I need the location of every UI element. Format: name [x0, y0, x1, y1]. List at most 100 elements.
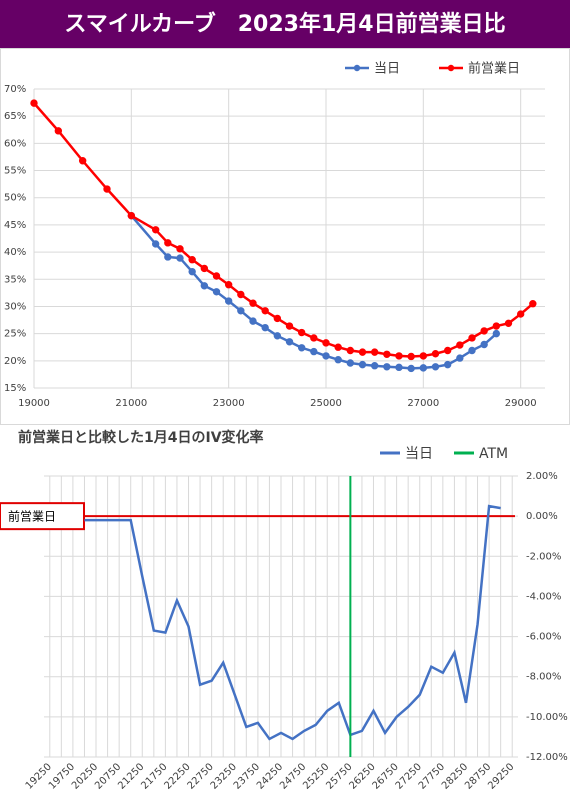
y-tick-label: -6.00% — [526, 632, 561, 643]
marker — [224, 297, 233, 305]
legend-label: ATM — [479, 446, 508, 462]
marker — [103, 185, 111, 193]
marker — [237, 307, 245, 315]
marker — [346, 359, 355, 367]
marker — [492, 322, 501, 330]
marker — [419, 352, 428, 360]
reference-label-box — [0, 502, 85, 531]
marker — [127, 211, 136, 220]
y-tick-label: 50% — [4, 193, 26, 204]
marker — [346, 346, 355, 355]
marker — [176, 245, 184, 253]
y-tick-label: 20% — [4, 356, 26, 367]
marker — [212, 272, 221, 280]
y-tick-label: 65% — [4, 111, 26, 122]
marker — [261, 307, 269, 315]
chart-frame — [0, 48, 570, 425]
marker — [358, 348, 367, 356]
header-title: スマイルカーブ 2023年1月4日前営業日比 — [64, 11, 505, 37]
marker — [529, 300, 537, 308]
y-tick-label: 70% — [4, 84, 26, 95]
marker — [188, 256, 196, 264]
marker — [383, 350, 391, 358]
x-tick-label: 27000 — [407, 398, 439, 409]
y-tick-label: -12.00% — [526, 752, 568, 763]
marker — [151, 240, 160, 248]
marker — [383, 363, 391, 371]
marker — [200, 264, 209, 273]
y-tick-label: 2.00% — [526, 471, 558, 482]
x-tick-label: 29000 — [505, 398, 537, 409]
marker — [516, 310, 525, 318]
marker — [151, 226, 160, 234]
legend-marker — [447, 64, 455, 72]
marker — [249, 317, 257, 325]
marker — [492, 329, 501, 338]
marker — [480, 340, 488, 349]
marker — [310, 347, 318, 356]
marker — [54, 127, 63, 135]
marker — [431, 363, 440, 371]
y-tick-label: 25% — [4, 329, 26, 340]
y-tick-label: -10.00% — [526, 712, 568, 723]
marker — [322, 339, 330, 347]
marker — [334, 343, 342, 351]
y-tick-label: 15% — [4, 383, 26, 394]
marker — [407, 352, 415, 361]
marker — [468, 346, 476, 355]
x-tick-label: 25000 — [310, 398, 342, 409]
marker — [395, 352, 403, 360]
marker — [322, 352, 330, 360]
marker — [456, 354, 464, 362]
marker — [78, 157, 87, 165]
marker — [480, 327, 488, 335]
legend-marker — [353, 64, 361, 72]
marker — [212, 288, 221, 296]
marker — [407, 364, 415, 373]
marker — [297, 344, 306, 352]
marker — [358, 360, 367, 369]
marker — [443, 360, 452, 369]
marker — [456, 341, 464, 349]
y-tick-label: 30% — [4, 301, 26, 312]
marker — [310, 334, 318, 342]
marker — [285, 322, 294, 330]
marker — [504, 319, 513, 328]
series-line — [33, 102, 534, 358]
chart-title: 前営業日と比較した1月4日のIV変化率 — [18, 429, 264, 446]
y-tick-label: -2.00% — [526, 551, 561, 562]
series-line — [84, 504, 501, 741]
marker — [261, 323, 269, 332]
y-tick-label: 40% — [4, 247, 26, 258]
x-tick-label: 29250 — [486, 761, 516, 791]
marker — [164, 239, 172, 247]
marker — [200, 282, 209, 290]
marker — [224, 281, 233, 289]
marker — [30, 99, 38, 107]
x-tick-label: 23000 — [213, 398, 245, 409]
x-tick-label: 21000 — [115, 398, 147, 409]
header-bar — [0, 0, 570, 48]
marker — [237, 290, 245, 299]
marker — [468, 334, 476, 342]
reference-label: 前営業日 — [8, 509, 56, 524]
marker — [273, 332, 282, 340]
legend-label: 当日 — [405, 446, 433, 462]
marker — [334, 356, 342, 364]
y-tick-label: 45% — [4, 220, 26, 231]
marker — [443, 346, 452, 355]
marker — [164, 253, 172, 261]
x-tick-label: 19000 — [18, 398, 50, 409]
y-tick-label: 0.00% — [526, 511, 558, 522]
marker — [431, 350, 440, 358]
legend-label: 当日 — [374, 62, 400, 77]
marker — [370, 348, 379, 356]
y-tick-label: 35% — [4, 274, 26, 285]
marker — [297, 328, 306, 337]
y-tick-label: 55% — [4, 166, 26, 177]
series-line — [130, 214, 498, 370]
y-tick-label: -8.00% — [526, 672, 561, 683]
marker — [188, 267, 196, 276]
